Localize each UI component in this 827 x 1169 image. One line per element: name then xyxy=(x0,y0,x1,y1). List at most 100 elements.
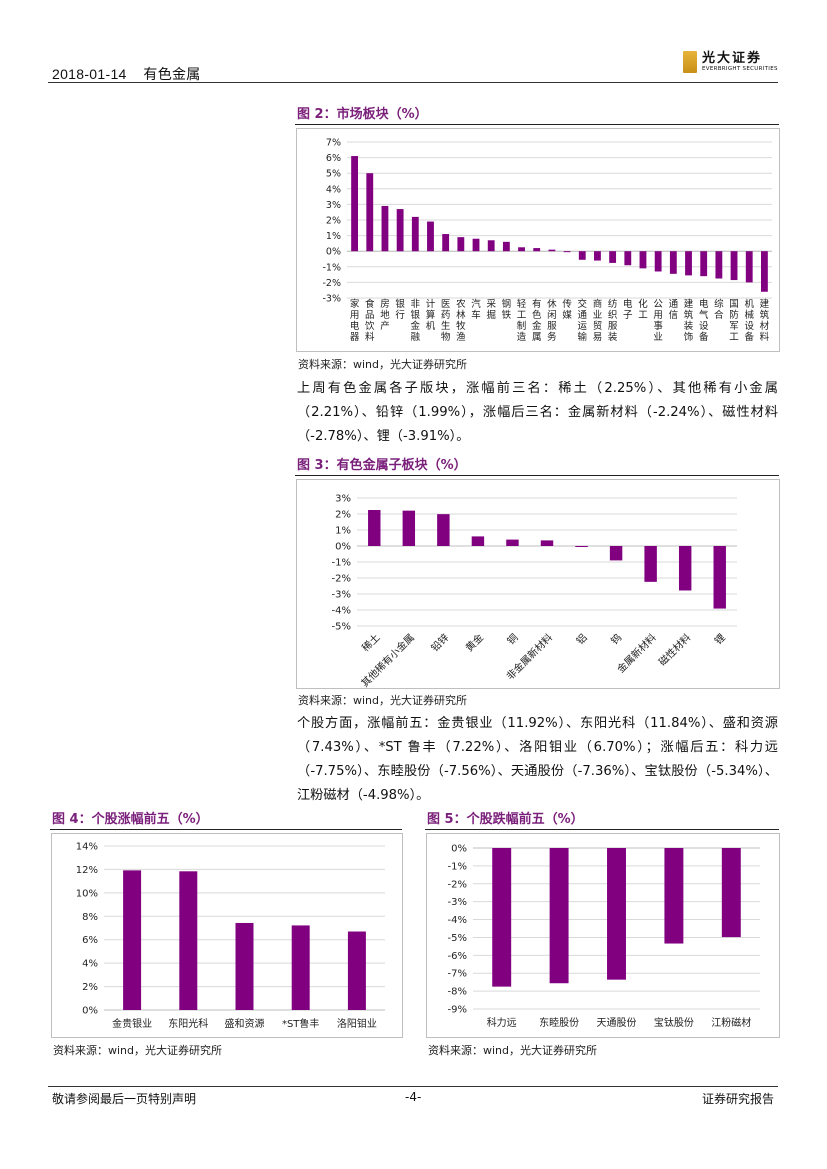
fig2-ytick-label: 0% xyxy=(326,247,341,258)
fig2-bar xyxy=(760,251,768,292)
fig4-source: 资料来源：wind，光大证券研究所 xyxy=(53,1044,223,1057)
fig2-category-label: 计算机 xyxy=(426,298,436,332)
fig2-category-label: 国防军工 xyxy=(729,299,739,343)
fig2-bar xyxy=(366,173,374,252)
fig5-title-rule xyxy=(425,829,779,830)
fig4-category-label: *ST鲁丰 xyxy=(282,1017,319,1030)
fig3-bar xyxy=(437,514,450,546)
fig2-bar xyxy=(457,237,465,252)
fig4-bar xyxy=(291,925,310,1010)
fig5-ytick-label: -6% xyxy=(448,951,467,962)
fig3-ytick-label: -4% xyxy=(332,606,351,617)
fig2-category-label: 商业贸易 xyxy=(593,298,603,343)
fig2-category-label: 钢铁 xyxy=(502,298,512,321)
fig2-chart-frame: 7% 6% 5% 4% 3% 2% 1% 0% -1% -2% -3% 家用电器 食品饮料 房地产 银行 非银… xyxy=(296,128,780,352)
fig2-source: 资料来源：wind，光大证券研究所 xyxy=(298,358,468,371)
fig3-bar xyxy=(368,510,381,546)
fig2-category-label: 有色金属 xyxy=(532,298,542,343)
fig2-category-label: 休闲服务 xyxy=(547,298,557,343)
fig2-category-label: 纺织服装 xyxy=(608,298,618,343)
fig5-category-label: 江粉磁材 xyxy=(711,1016,751,1029)
fig2-bar xyxy=(396,209,404,252)
fig3-bar xyxy=(678,546,692,591)
fig2-bar xyxy=(609,251,617,263)
fig2-category-label: 建筑材料 xyxy=(760,298,770,343)
fig3-bar xyxy=(609,546,623,561)
fig3-category-label: 铅锌 xyxy=(428,631,451,654)
fig2-bar xyxy=(624,251,632,266)
report-sector: 有色金属 xyxy=(143,66,201,82)
fig3-bar xyxy=(575,546,588,547)
fig2-category-label: 采掘 xyxy=(486,299,496,321)
fig5-ytick-label: 0% xyxy=(451,844,467,855)
fig2-ytick-label: 5% xyxy=(326,169,341,180)
fig2-category-label: 农林牧渔 xyxy=(456,298,466,343)
fig5-chart-frame: 0% -1% -2% -3% -4% -5% -6% -7% -8% -9% 科力远 东睦股份 天通股份… xyxy=(426,833,780,1038)
fig3-bar xyxy=(540,540,554,546)
fig2-ytick-label: 4% xyxy=(326,184,341,195)
fig2-bar xyxy=(502,241,510,252)
fig4-ytick-label: 14% xyxy=(76,842,98,853)
fig2-category-label: 食品饮料 xyxy=(365,298,375,343)
fig3-source: 资料来源：wind，光大证券研究所 xyxy=(298,694,468,707)
fig2-bar xyxy=(533,248,541,252)
fig4-chart-frame: 14% 12% 10% 8% 6% 4% 2% 0% 金贵银业 东阳光科 盛和资源 *ST鲁丰 洛阳钼业 xyxy=(51,833,403,1038)
fig4-bar xyxy=(347,931,366,1010)
fig3-ytick-label: 0% xyxy=(335,542,351,553)
fig4-ytick-label: 4% xyxy=(82,959,98,970)
fig2-bar xyxy=(518,247,525,252)
fig2-bar xyxy=(730,251,738,281)
fig2-title-rule xyxy=(295,124,779,125)
fig2-category-label: 化工 xyxy=(638,298,648,321)
fig4-ytick-label: 12% xyxy=(76,865,98,876)
fig5-ytick-label: -4% xyxy=(448,915,467,926)
fig2-ytick-label: -3% xyxy=(323,294,342,305)
fig3-bar xyxy=(402,510,416,546)
report-date: 2018-01-14 xyxy=(52,66,127,82)
fig2-bar xyxy=(715,251,723,279)
fig3-ytick-label: 1% xyxy=(335,526,351,537)
fig2-category-label: 医药生物 xyxy=(441,299,451,343)
fig2-category-label: 房地产 xyxy=(380,298,390,332)
fig3-ytick-label: -5% xyxy=(332,622,351,633)
fig2-bar xyxy=(594,251,601,261)
fig3-category-label: 钨 xyxy=(608,631,624,647)
fig2-bar xyxy=(381,205,389,252)
fig2-ytick-label: 3% xyxy=(326,200,341,211)
fig2-category-label: 交通运输 xyxy=(578,298,588,343)
fig3-ytick-label: -2% xyxy=(332,574,351,585)
fig3-ytick-label: 3% xyxy=(335,494,351,505)
footer-disclaimer: 敬请参阅最后一页特别声明 xyxy=(52,1092,197,1106)
fig2-category-label: 机械设备 xyxy=(744,298,754,343)
fig2-category-label: 轻工制造 xyxy=(517,298,527,343)
fig2-bar xyxy=(548,249,556,252)
fig2-bar xyxy=(442,234,450,252)
fig5-category-label: 天通股份 xyxy=(597,1017,637,1029)
fig3-title: 图 3：有色金属子板块（%） xyxy=(297,458,467,473)
fig3-bar xyxy=(713,546,726,609)
fig5-ytick-label: -7% xyxy=(448,969,467,980)
fig3-ytick-label: -3% xyxy=(332,590,351,601)
fig3-category-label: 铝 xyxy=(574,632,590,648)
fig5-ytick-label: -8% xyxy=(448,987,467,998)
fig4-ytick-label: 2% xyxy=(82,982,98,993)
fig4-ytick-label: 8% xyxy=(82,912,98,923)
fig3-bar xyxy=(506,539,519,546)
fig4-category-label: 洛阳钼业 xyxy=(337,1017,377,1030)
fig4-bar xyxy=(235,922,254,1010)
fig5-ytick-label: -5% xyxy=(448,933,467,944)
fig3-chart-frame: 3% 2% 1% 0% -1% -2% -3% -4% -5% 稀土 其他稀有小金属 铅锌 黄金铜非金属… xyxy=(296,479,780,690)
fig5-category-label: 东睦股份 xyxy=(539,1016,579,1029)
fig5-ytick-label: -2% xyxy=(448,879,467,890)
fig2-bar xyxy=(472,238,480,252)
fig2-ytick-label: -2% xyxy=(323,278,342,289)
fig3-category-label: 锂 xyxy=(712,632,728,648)
fig2-category-label: 电气设备 xyxy=(699,298,709,343)
fig2-category-label: 公用事业 xyxy=(653,299,663,343)
fig2-bar xyxy=(427,221,434,252)
fig5-chart: 0% -1% -2% -3% -4% -5% -6% -7% -8% -9% 科力远 东睦股份 天通股份… xyxy=(448,844,760,1029)
fig2-bar xyxy=(669,251,677,274)
fig2-ytick-label: -1% xyxy=(323,262,342,273)
fig2-category-label: 银行 xyxy=(395,298,405,321)
fig2-bar xyxy=(563,251,571,253)
